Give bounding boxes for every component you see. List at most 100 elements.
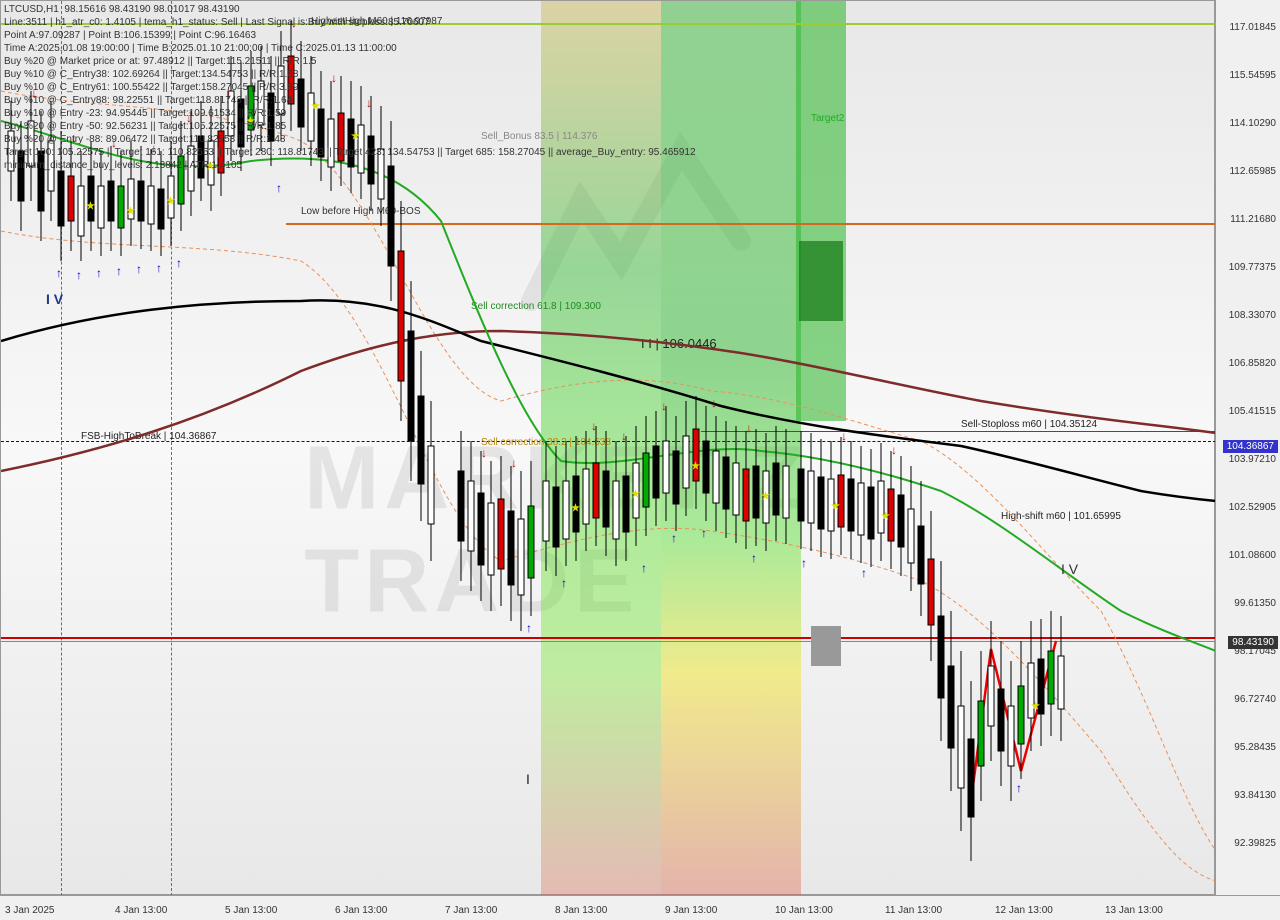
hline-gray <box>1 641 1216 642</box>
label-sellcorr61: Sell correction 61.8 | 109.300 <box>471 301 601 312</box>
x-tick: 7 Jan 13:00 <box>445 905 497 916</box>
info-line9: Buy %20 @ Entry -50: 92.56231 || Target:… <box>4 121 286 132</box>
label-ii: I I | 106.0446 <box>641 336 717 351</box>
arrow-down-icon: ↓ <box>711 396 717 410</box>
arrow-down-icon: ↓ <box>366 96 372 110</box>
arrow-up-icon: ↑ <box>176 256 182 270</box>
info-line1: Line:3511 | h1_atr_c0: 1.4105 | tema_h1_… <box>4 17 430 28</box>
arrow-up-icon: ↑ <box>526 621 532 635</box>
star-icon: ★ <box>1031 701 1040 712</box>
arrow-down-icon: ↓ <box>661 399 667 413</box>
watermark-text: MARKET Z TRADE <box>304 427 911 633</box>
arrow-down-icon: ↓ <box>841 429 847 443</box>
y-tick: 111.21680 <box>1230 214 1276 225</box>
y-tick: 105.41515 <box>1229 406 1276 417</box>
y-tick: 114.10290 <box>1229 118 1276 129</box>
x-tick: 5 Jan 13:00 <box>225 905 277 916</box>
price-indicator-blue: 104.36867 <box>1223 440 1278 453</box>
hline-lowbefore <box>286 223 1216 225</box>
x-tick: 3 Jan 2025 <box>5 905 55 916</box>
arrow-down-icon: ↓ <box>511 456 517 470</box>
info-line3: Time A:2025.01.08 19:00:00 | Time B:2025… <box>4 43 397 54</box>
info-symbol: LTCUSD,H1 98.15616 98.43190 98.01017 98.… <box>4 4 240 15</box>
star-icon: ★ <box>86 201 95 212</box>
arrow-down-icon: ↓ <box>891 443 897 457</box>
y-tick: 117.01845 <box>1229 22 1276 33</box>
y-tick: 102.52905 <box>1229 502 1276 513</box>
arrow-up-icon: ↑ <box>56 266 62 280</box>
star-icon: ★ <box>126 206 135 217</box>
y-tick: 93.84130 <box>1234 790 1276 801</box>
y-tick: 106.85820 <box>1229 358 1276 369</box>
chart-main[interactable]: MARKET Z TRADE HighestHigh M60 | 116.979… <box>0 0 1215 895</box>
x-tick: 4 Jan 13:00 <box>115 905 167 916</box>
arrow-up-icon: ↑ <box>116 264 122 278</box>
x-tick: 13 Jan 13:00 <box>1105 905 1163 916</box>
info-line4: Buy %20 @ Market price or at: 97.48912 |… <box>4 56 316 67</box>
hline-sellstop <box>701 431 1216 432</box>
info-line11: Target 100: 105.22575 || Target 161: 110… <box>4 147 696 158</box>
info-line12: minimum_distance_buy_levels: 2.13842 | A… <box>4 160 242 171</box>
arrow-up-icon: ↑ <box>156 261 162 275</box>
star-icon: ★ <box>761 491 770 502</box>
info-line5: Buy %10 @ C_Entry38: 102.69264 || Target… <box>4 69 298 80</box>
info-line7: Buy %10 @ C_Entry88: 98.22551 || Target:… <box>4 95 292 106</box>
label-highshift: High-shift m60 | 101.65995 <box>1001 511 1121 522</box>
annot-iv1: I V <box>46 291 63 307</box>
star-icon: ★ <box>691 461 700 472</box>
y-tick: 115.54595 <box>1229 70 1276 81</box>
arrow-down-icon: ↓ <box>481 446 487 460</box>
y-tick: 112.65985 <box>1229 166 1276 177</box>
x-tick: 6 Jan 13:00 <box>335 905 387 916</box>
x-axis: 3 Jan 2025 4 Jan 13:00 5 Jan 13:00 6 Jan… <box>0 895 1280 920</box>
y-tick: 103.97210 <box>1229 454 1276 465</box>
annot-sellbonus: Sell_Bonus 83.5 | 114.376 <box>481 131 597 142</box>
arrow-up-icon: ↑ <box>276 181 282 195</box>
y-tick: 99.61350 <box>1234 598 1276 609</box>
star-icon: ★ <box>571 503 580 514</box>
x-tick: 9 Jan 13:00 <box>665 905 717 916</box>
arrow-up-icon: ↑ <box>136 262 142 276</box>
arrow-up-icon: ↑ <box>1016 781 1022 795</box>
x-tick: 8 Jan 13:00 <box>555 905 607 916</box>
arrow-up-icon: ↑ <box>751 551 757 565</box>
hline-current <box>1 637 1216 639</box>
y-tick: 108.33070 <box>1229 310 1276 321</box>
arrow-up-icon: ↑ <box>96 266 102 280</box>
x-tick: 12 Jan 13:00 <box>995 905 1053 916</box>
arrow-down-icon: ↓ <box>746 421 752 435</box>
star-icon: ★ <box>881 511 890 522</box>
annot-i: I <box>526 771 530 787</box>
label-sellcorr38: Sell correction 38.2 | 104.638 <box>481 437 611 448</box>
y-tick: 95.28435 <box>1234 742 1276 753</box>
gray-block <box>811 626 841 666</box>
star-icon: ★ <box>166 196 175 207</box>
x-tick: 10 Jan 13:00 <box>775 905 833 916</box>
arrow-down-icon: ↓ <box>591 419 597 433</box>
star-icon: ★ <box>351 131 360 142</box>
price-indicator-current: 98.43190 <box>1228 636 1278 649</box>
y-axis: 117.01845 115.54595 114.10290 112.65985 … <box>1215 0 1280 895</box>
arrow-up-icon: ↑ <box>861 566 867 580</box>
arrow-up-icon: ↑ <box>561 576 567 590</box>
label-fsb: FSB-HighToBreak | 104.36867 <box>81 431 216 442</box>
y-tick: 92.39825 <box>1234 838 1276 849</box>
info-line6: Buy %10 @ C_Entry61: 100.55422 || Target… <box>4 82 298 93</box>
zone-3 <box>796 1 846 421</box>
info-line8: Buy %10 @ Entry -23: 94.95445 || Target:… <box>4 108 286 119</box>
arrow-up-icon: ↑ <box>701 526 707 540</box>
info-line2: Point A:97.09287 | Point B:106.15399 | P… <box>4 30 256 41</box>
arrow-down-icon: ↓ <box>331 71 337 85</box>
annot-target2: Target2 <box>811 113 844 124</box>
label-sellstop: Sell-Stoploss m60 | 104.35124 <box>961 419 1097 430</box>
arrow-up-icon: ↑ <box>801 556 807 570</box>
star-icon: ★ <box>831 501 840 512</box>
info-line10: Buy %20 @ Entry -88: 89.06472 || Target:… <box>4 134 285 145</box>
arrow-up-icon: ↑ <box>671 531 677 545</box>
label-lowbefore: Low before High M60-BOS <box>301 206 421 217</box>
y-tick: 96.72740 <box>1234 694 1276 705</box>
annot-iv2: I V <box>1061 561 1078 577</box>
arrow-up-icon: ↑ <box>641 561 647 575</box>
zone-2 <box>661 1 801 896</box>
arrow-down-icon: ↓ <box>621 429 627 443</box>
